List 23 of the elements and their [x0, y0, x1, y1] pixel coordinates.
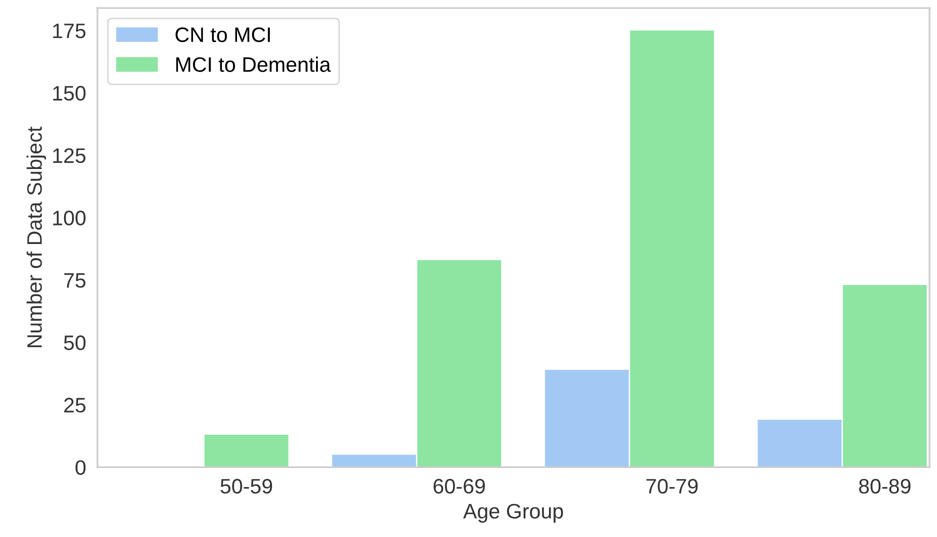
x-tick-label: 80-89 — [859, 478, 910, 494]
x-tick-label: 60-69 — [434, 478, 485, 494]
y-tick-label: 0 — [76, 460, 86, 475]
bar — [417, 260, 502, 468]
legend-label: CN to MCI — [176, 27, 270, 42]
bar — [544, 370, 629, 468]
y-tick-label: 25 — [64, 398, 86, 413]
y-tick-label: 100 — [53, 210, 86, 226]
y-tick-label: 75 — [64, 273, 86, 288]
y-tick-label: 125 — [53, 148, 86, 164]
x-tick-label: 50-59 — [220, 478, 272, 494]
x-axis-title: Age Group — [463, 504, 563, 523]
y-tick-label: 175 — [53, 24, 86, 38]
bar — [204, 434, 288, 468]
bar — [332, 454, 416, 468]
y-axis-title: Number of Data Subject — [26, 126, 46, 348]
x-tick-label: 70-79 — [646, 478, 698, 494]
legend-label: MCI to Dementia — [176, 56, 331, 72]
y-tick-label: 50 — [64, 335, 86, 350]
bar — [758, 420, 842, 468]
bar — [842, 285, 927, 468]
bar — [630, 30, 714, 468]
y-tick-label: 150 — [53, 86, 86, 101]
